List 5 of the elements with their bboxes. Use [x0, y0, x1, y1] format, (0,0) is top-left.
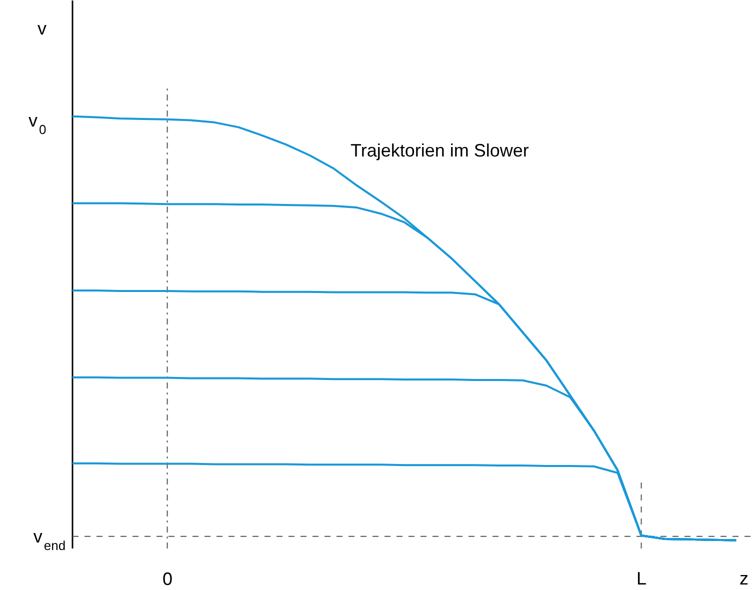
y-axis-title: v [38, 18, 46, 38]
x-tick-label: 0 [162, 569, 173, 589]
annotation: Trajektorien im Slower [350, 140, 529, 160]
x-tick-label: L [636, 568, 647, 588]
x-axis-title: z [740, 568, 748, 588]
